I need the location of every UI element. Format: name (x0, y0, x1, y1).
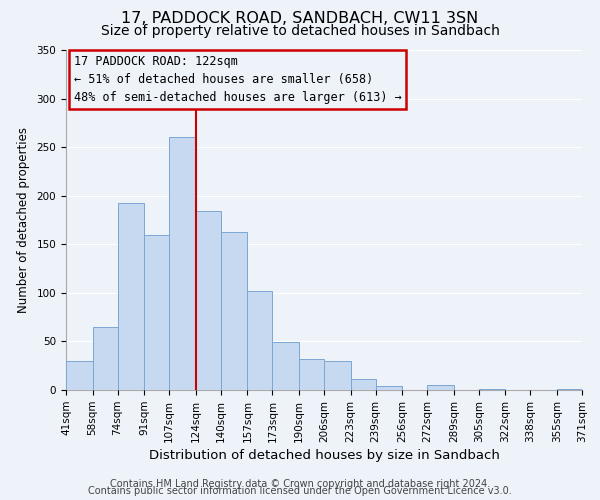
Bar (272, 342, 299, 390)
X-axis label: Distribution of detached houses by size in Sandbach: Distribution of detached houses by size … (149, 449, 499, 462)
Bar (376, 386, 402, 390)
Text: Size of property relative to detached houses in Sandbach: Size of property relative to detached ho… (101, 24, 499, 38)
Bar (299, 359, 324, 390)
Bar (247, 291, 272, 390)
Bar (118, 202, 144, 390)
Y-axis label: Number of detached properties: Number of detached properties (17, 127, 29, 313)
Bar (221, 232, 247, 390)
Text: 17 PADDOCK ROAD: 122sqm
← 51% of detached houses are smaller (658)
48% of semi-d: 17 PADDOCK ROAD: 122sqm ← 51% of detache… (74, 55, 401, 104)
Bar (66, 361, 92, 390)
Bar (196, 212, 221, 390)
Bar (169, 138, 196, 390)
Bar (479, 389, 505, 390)
Bar (324, 361, 350, 390)
Text: Contains public sector information licensed under the Open Government Licence v3: Contains public sector information licen… (88, 486, 512, 496)
Text: 17, PADDOCK ROAD, SANDBACH, CW11 3SN: 17, PADDOCK ROAD, SANDBACH, CW11 3SN (121, 11, 479, 26)
Bar (557, 389, 582, 390)
Bar (92, 327, 118, 390)
Text: Contains HM Land Registry data © Crown copyright and database right 2024.: Contains HM Land Registry data © Crown c… (110, 479, 490, 489)
Bar (427, 385, 454, 390)
Bar (350, 380, 376, 390)
Bar (144, 234, 169, 390)
